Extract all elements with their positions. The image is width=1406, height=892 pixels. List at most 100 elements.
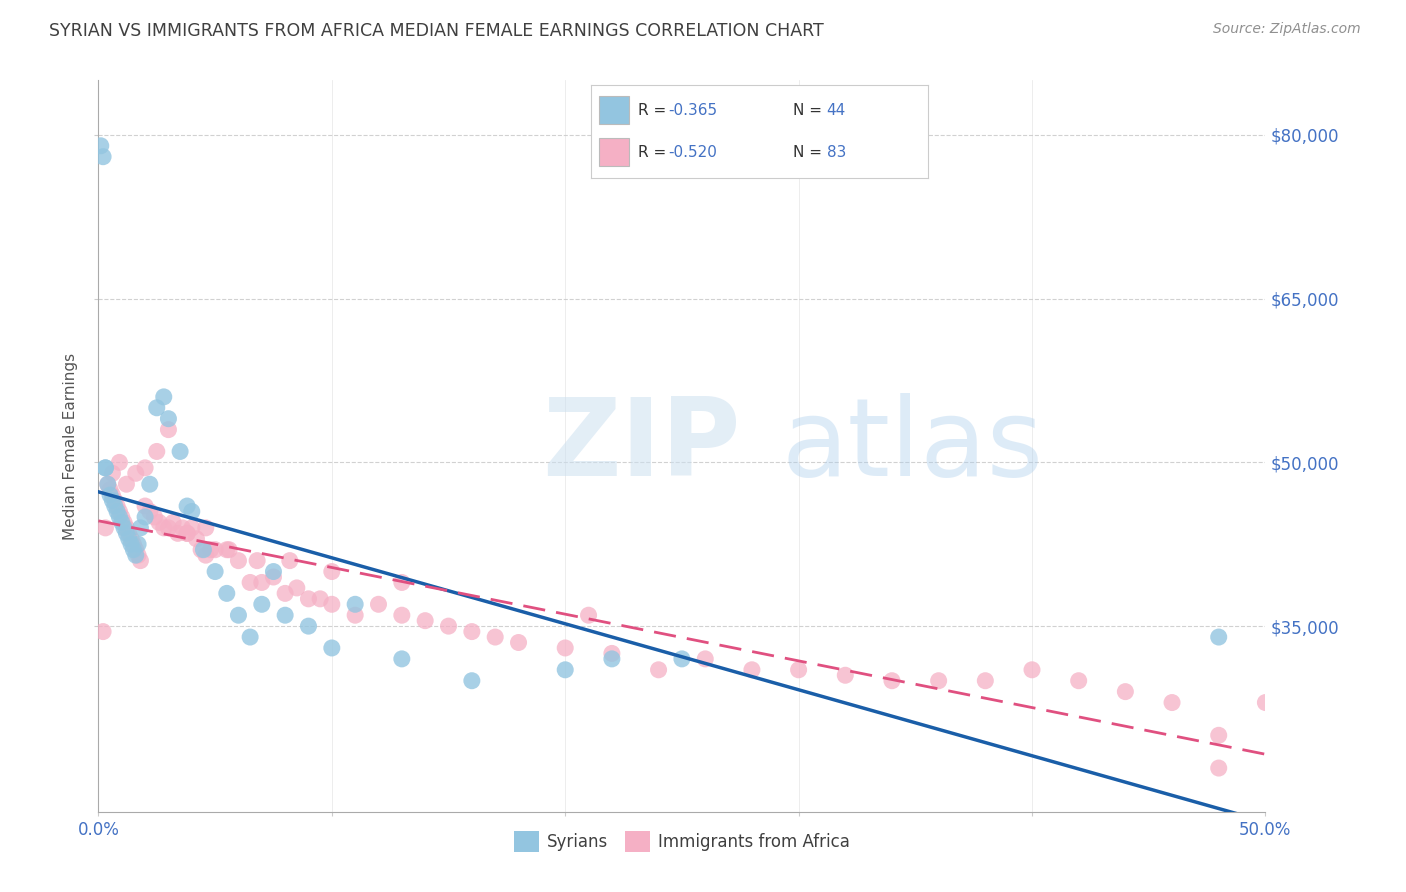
Point [115,526,138,541]
Point [413,614,436,628]
Point [228,554,250,568]
Point [97,477,120,491]
Point [239,575,262,590]
Point [166,526,188,541]
Point [578,608,600,623]
Point [176,499,198,513]
Point [101,488,124,502]
Point [108,510,131,524]
Point [152,521,174,535]
Text: 44: 44 [827,103,846,118]
Point [101,467,124,481]
Point [554,663,576,677]
Point [215,542,238,557]
Point [98,483,121,497]
Text: SYRIAN VS IMMIGRANTS FROM AFRICA MEDIAN FEMALE EARNINGS CORRELATION CHART: SYRIAN VS IMMIGRANTS FROM AFRICA MEDIAN … [49,22,824,40]
Point [122,542,145,557]
Point [309,591,332,606]
Y-axis label: Median Female Earnings: Median Female Earnings [63,352,79,540]
Point [1208,761,1230,775]
Text: 83: 83 [827,145,846,160]
Point [94,460,117,475]
Text: ZIP: ZIP [541,393,741,499]
Point [104,493,127,508]
Text: N =: N = [793,145,827,160]
FancyBboxPatch shape [599,138,630,166]
Point [204,542,226,557]
Point [146,401,169,415]
Point [91,624,114,639]
Point [180,521,202,535]
Point [391,652,413,666]
Point [928,673,950,688]
Point [125,548,148,562]
Point [157,423,180,437]
Point [1208,630,1230,644]
Point [143,510,166,524]
Text: R =: R = [638,103,671,118]
Point [834,668,856,682]
Point [200,542,222,557]
Point [218,542,240,557]
Point [194,521,217,535]
Point [1161,696,1184,710]
Point [239,630,262,644]
Point [118,532,141,546]
Point [647,663,669,677]
Point [204,565,226,579]
Point [115,477,138,491]
Point [880,673,903,688]
Point [437,619,460,633]
Point [148,516,170,530]
FancyBboxPatch shape [599,96,630,124]
Point [246,554,269,568]
Point [122,537,145,551]
Point [1067,673,1090,688]
Point [186,532,208,546]
Point [104,499,127,513]
Point [172,521,194,535]
Point [125,467,148,481]
Point [105,499,128,513]
Point [91,150,114,164]
Point [157,521,180,535]
Point [285,581,308,595]
Point [180,504,202,518]
Point [461,624,484,639]
Point [115,521,138,535]
Point [125,542,148,557]
Point [134,510,156,524]
Point [671,652,693,666]
Point [120,532,142,546]
Point [127,537,149,551]
Point [600,647,623,661]
Point [134,460,156,475]
Point [139,477,162,491]
Point [974,673,997,688]
Point [176,526,198,541]
Point [297,591,319,606]
Text: -0.365: -0.365 [668,103,717,118]
Point [741,663,763,677]
Point [1114,684,1136,698]
Point [105,504,128,518]
Point [129,554,152,568]
Point [108,455,131,469]
Point [127,548,149,562]
Point [274,586,297,600]
Point [321,597,343,611]
Point [94,460,117,475]
Text: atlas: atlas [782,393,1043,499]
Point [1021,663,1043,677]
Point [111,510,134,524]
Point [157,411,180,425]
Point [146,444,169,458]
Point [274,608,297,623]
Point [118,526,141,541]
Point [134,499,156,513]
Legend: Syrians, Immigrants from Africa: Syrians, Immigrants from Africa [508,824,856,858]
Point [215,586,238,600]
Point [112,521,135,535]
Text: N =: N = [793,103,827,118]
Point [194,548,217,562]
